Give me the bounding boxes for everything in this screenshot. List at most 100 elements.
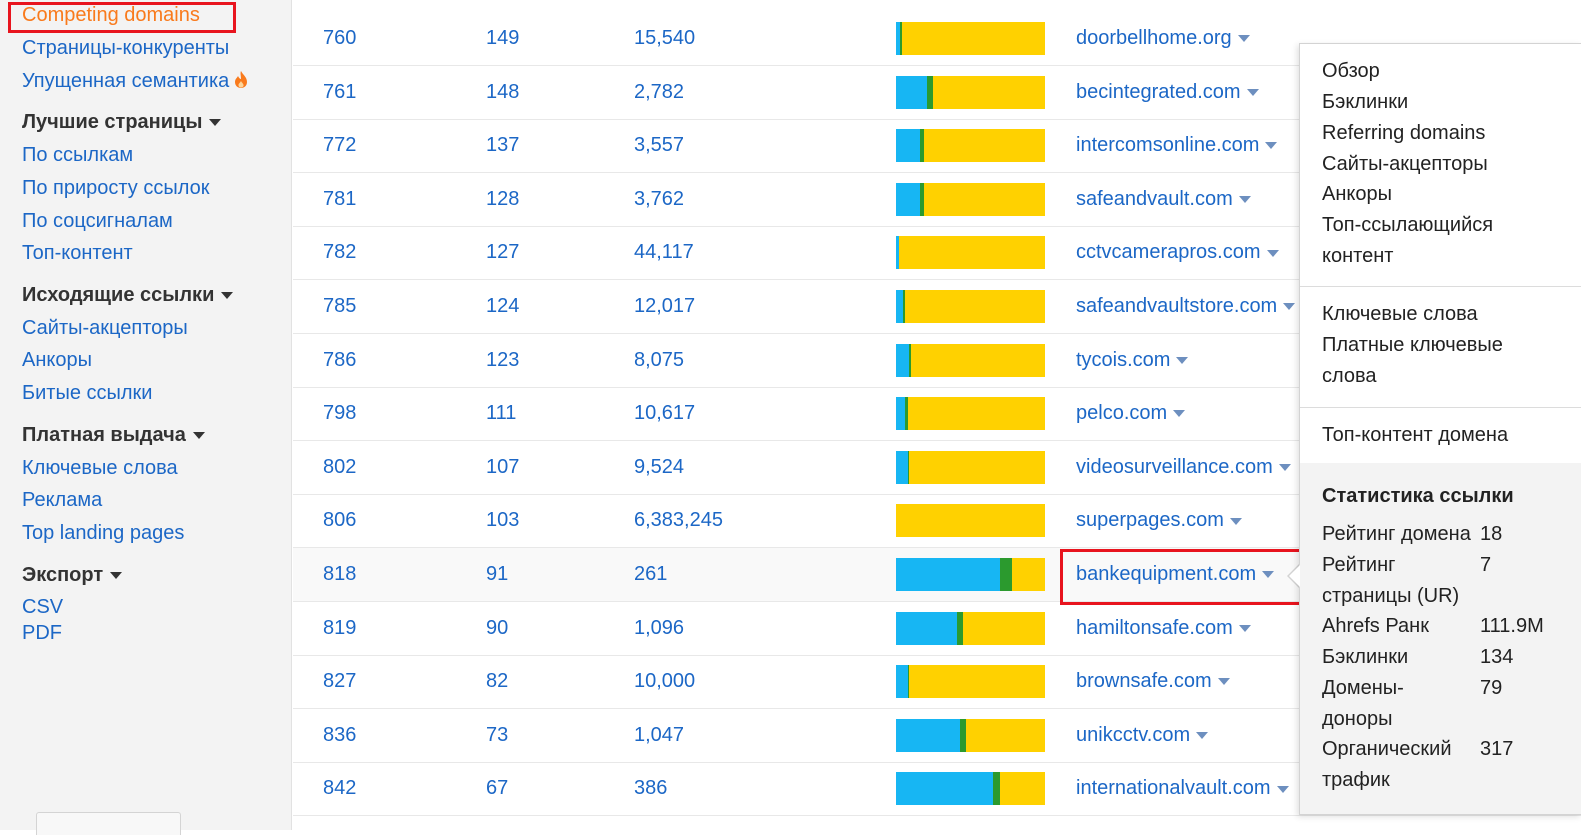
cell-c2[interactable]: 90 [486, 616, 509, 639]
domain-link[interactable]: unikcctv.com [1076, 709, 1209, 762]
sidebar-item-anchors[interactable]: Анкоры [22, 349, 92, 371]
section-heading-best-pages[interactable]: Лучшие страницы [22, 110, 222, 134]
cell-c2[interactable]: 148 [486, 80, 520, 103]
cell-c3[interactable]: 2,782 [634, 80, 685, 103]
caret-down-icon[interactable] [1266, 249, 1279, 257]
sidebar-item-competing-domains[interactable]: Competing domains [22, 4, 200, 26]
cell-c2[interactable]: 111 [486, 402, 517, 425]
cell-c2[interactable]: 124 [486, 295, 520, 317]
domain-link[interactable]: intercomsonline.com [1076, 119, 1278, 172]
cell-c2[interactable]: 127 [486, 241, 520, 264]
caret-down-icon[interactable] [1246, 88, 1259, 96]
sidebar-item-top-content[interactable]: Топ-контент [22, 242, 133, 264]
domain-link[interactable]: bankequipment.com [1076, 548, 1275, 601]
cell-c2[interactable]: 103 [486, 509, 520, 532]
cell-c3[interactable]: 261 [634, 563, 668, 585]
cell-c2[interactable]: 82 [486, 670, 509, 693]
section-heading-paid[interactable]: Платная выдача [22, 423, 205, 447]
menu-item-paid-keywords[interactable]: слова [1322, 365, 1377, 387]
menu-item-overview[interactable]: Обзор [1322, 60, 1380, 82]
cell-c2[interactable]: 137 [486, 134, 520, 157]
domain-link[interactable]: tycois.com [1076, 334, 1189, 387]
cell-c1[interactable]: 781 [323, 187, 357, 210]
caret-down-icon[interactable] [1283, 303, 1296, 311]
caret-down-icon[interactable] [1276, 785, 1289, 793]
sidebar-item-paid-keywords[interactable]: Ключевые слова [22, 457, 178, 479]
cell-c1[interactable]: 786 [323, 348, 357, 371]
menu-item-top-linking-content[interactable]: контент [1322, 245, 1394, 267]
domain-link[interactable]: superpages.com [1076, 494, 1242, 547]
cell-c2[interactable]: 128 [486, 187, 520, 210]
domain-link[interactable]: cctvcamerapros.com [1076, 226, 1279, 279]
domain-link[interactable]: pelco.com [1076, 387, 1186, 440]
sidebar-bottom-tab[interactable] [36, 812, 181, 835]
cell-c2[interactable]: 107 [486, 455, 520, 478]
caret-down-icon[interactable] [1238, 196, 1251, 204]
caret-down-icon[interactable] [1262, 571, 1275, 579]
cell-c3[interactable]: 9,524 [634, 455, 685, 478]
cell-c3[interactable]: 1,047 [634, 723, 685, 746]
cell-c3[interactable]: 386 [634, 777, 668, 800]
caret-down-icon[interactable] [1217, 678, 1230, 686]
sidebar-item-competing-pages[interactable]: Страницы-конкуренты [22, 37, 230, 59]
cell-c3[interactable]: 12,017 [634, 295, 696, 317]
cell-c2[interactable]: 73 [486, 723, 509, 746]
caret-down-icon[interactable] [1278, 464, 1291, 472]
menu-item-backlinks[interactable]: Бэклинки [1322, 91, 1409, 113]
menu-item-anchors[interactable]: Анкоры [1322, 183, 1392, 205]
cell-c1[interactable]: 785 [323, 295, 357, 317]
cell-c3[interactable]: 6,383,245 [634, 509, 723, 532]
domain-link[interactable]: safeandvaultstore.com [1076, 280, 1296, 333]
cell-c3[interactable]: 1,096 [634, 616, 685, 639]
export-csv-link[interactable]: CSV [22, 596, 64, 618]
sidebar-item-ads[interactable]: Реклама [22, 489, 103, 511]
domain-link[interactable]: becintegrated.com [1076, 66, 1259, 119]
domain-link[interactable]: hamiltonsafe.com [1076, 602, 1251, 655]
menu-item-top-domain-content[interactable]: Топ-контент домена [1322, 424, 1509, 446]
menu-item-linked-domains[interactable]: Сайты-акцепторы [1322, 153, 1488, 175]
export-pdf-link[interactable]: PDF [22, 622, 62, 644]
domain-link[interactable]: safeandvault.com [1076, 173, 1251, 226]
caret-down-icon[interactable] [1196, 732, 1209, 740]
cell-c1[interactable]: 802 [323, 455, 357, 478]
cell-c1[interactable]: 782 [323, 241, 357, 264]
cell-c1[interactable]: 760 [323, 27, 357, 49]
cell-c2[interactable]: 149 [486, 27, 520, 49]
cell-c1[interactable]: 836 [323, 723, 357, 746]
caret-down-icon[interactable] [1265, 142, 1278, 150]
sidebar-item-by-links[interactable]: По ссылкам [22, 144, 134, 166]
cell-c2[interactable]: 91 [486, 563, 509, 585]
menu-item-top-linking-content[interactable]: Топ-ссылающийся [1322, 214, 1494, 236]
menu-item-paid-keywords[interactable]: Платные ключевые [1322, 334, 1503, 356]
section-heading-outgoing[interactable]: Исходящие ссылки [22, 283, 234, 307]
cell-c1[interactable]: 772 [323, 134, 357, 157]
cell-c1[interactable]: 761 [323, 80, 357, 103]
cell-c3[interactable]: 10,000 [634, 670, 696, 693]
caret-down-icon[interactable] [1238, 624, 1251, 632]
domain-link[interactable]: brownsafe.com [1076, 655, 1230, 708]
menu-item-referring-domains[interactable]: Referring domains [1322, 122, 1486, 144]
domain-link[interactable]: internationalvault.com [1076, 762, 1289, 815]
sidebar-item-by-link-growth[interactable]: По приросту ссылок [22, 177, 210, 199]
cell-c1[interactable]: 827 [323, 670, 357, 693]
domain-link[interactable]: doorbellhome.org [1076, 12, 1250, 65]
cell-c2[interactable]: 67 [486, 777, 509, 800]
caret-down-icon[interactable] [1176, 356, 1189, 364]
cell-c1[interactable]: 842 [323, 777, 357, 800]
cell-c1[interactable]: 819 [323, 616, 357, 639]
caret-down-icon[interactable] [1229, 517, 1242, 525]
caret-down-icon[interactable] [1237, 35, 1250, 43]
cell-c2[interactable]: 123 [486, 348, 520, 371]
cell-c3[interactable]: 15,540 [634, 27, 696, 49]
cell-c3[interactable]: 3,557 [634, 134, 685, 157]
sidebar-item-missed-semantics[interactable]: Упущенная семантика [22, 69, 248, 95]
cell-c3[interactable]: 8,075 [634, 348, 685, 371]
caret-down-icon[interactable] [1173, 410, 1186, 418]
section-heading-export[interactable]: Экспорт [22, 563, 123, 587]
cell-c1[interactable]: 798 [323, 402, 357, 425]
cell-c1[interactable]: 806 [323, 509, 357, 532]
menu-item-keywords[interactable]: Ключевые слова [1322, 303, 1478, 325]
sidebar-item-by-social[interactable]: По соцсигналам [22, 210, 173, 232]
cell-c3[interactable]: 3,762 [634, 187, 685, 210]
cell-c3[interactable]: 10,617 [634, 402, 696, 425]
